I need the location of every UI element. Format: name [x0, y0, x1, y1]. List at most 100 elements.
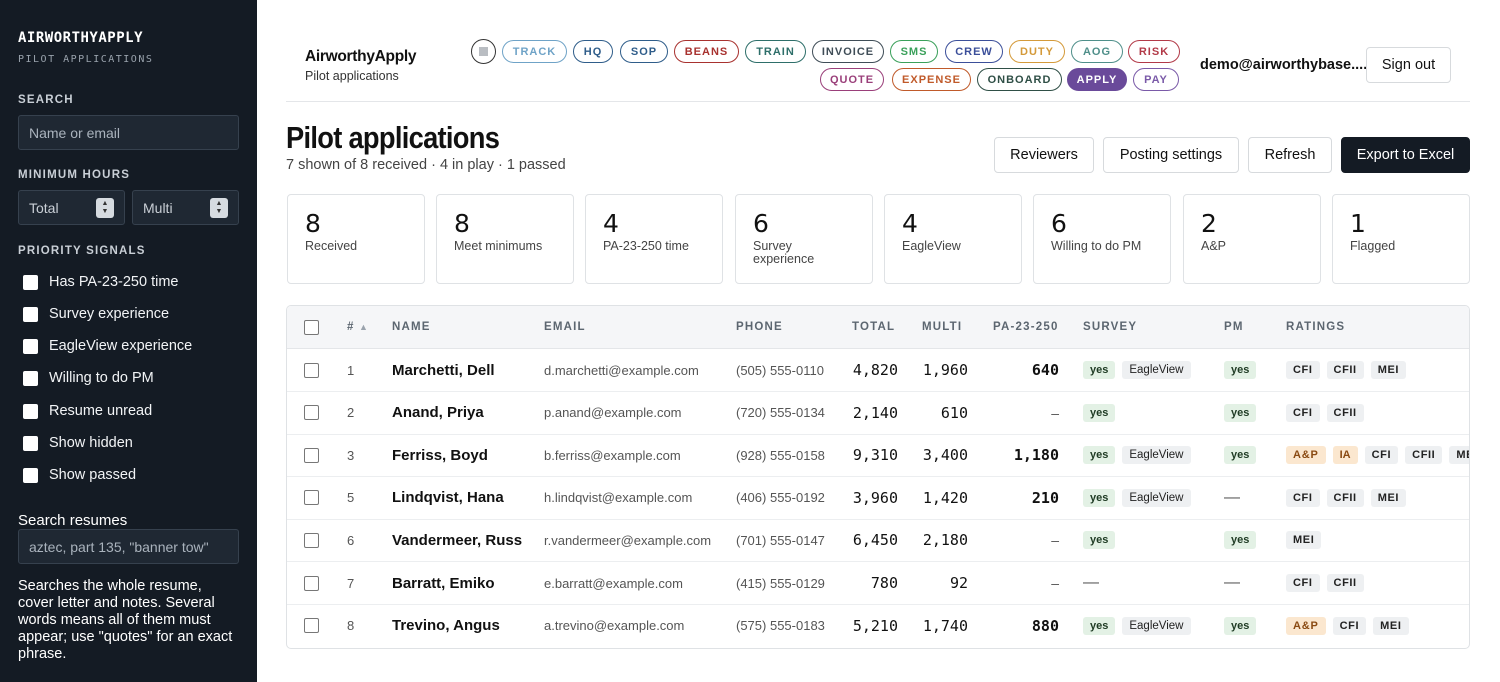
app-pill-expense[interactable]: EXPENSE	[892, 68, 971, 91]
col-survey[interactable]: SURVEY	[1083, 321, 1138, 333]
pm-none: —	[1224, 488, 1240, 506]
applicant-email[interactable]: e.barratt@example.com	[544, 575, 683, 591]
row-checkbox[interactable]	[304, 562, 319, 604]
stat-value: 1	[1350, 209, 1366, 238]
col-name[interactable]: NAME	[392, 321, 431, 333]
app-pill-risk[interactable]: RISK	[1128, 40, 1180, 63]
table-row[interactable]: 1 Marchetti, Dell d.marchetti@example.com (…	[287, 349, 1469, 392]
search-input[interactable]	[18, 115, 239, 150]
row-checkbox[interactable]	[304, 519, 319, 561]
checkbox[interactable]	[23, 338, 38, 354]
applicant-name[interactable]: Lindqvist, Hana	[392, 489, 504, 507]
row-checkbox[interactable]	[304, 477, 319, 519]
table-row[interactable]: 7 Barratt, Emiko e.barratt@example.com (415…	[287, 562, 1469, 605]
applicant-name[interactable]: Anand, Priya	[392, 404, 484, 422]
row-number: 7	[347, 575, 355, 591]
app-pill-train[interactable]: TRAIN	[745, 40, 806, 63]
stat-value: 4	[902, 209, 918, 238]
stepper-icon[interactable]: ▲ ▼	[96, 197, 114, 218]
rating-badge: MEI	[1373, 616, 1409, 635]
select-all-checkbox[interactable]	[304, 306, 319, 348]
checkbox[interactable]	[23, 403, 38, 419]
app-pill-track[interactable]: TRACK	[502, 40, 567, 63]
applicant-name[interactable]: Trevino, Angus	[392, 617, 500, 635]
applicant-email[interactable]: b.ferriss@example.com	[544, 447, 681, 463]
table-row[interactable]: 8 Trevino, Angus a.trevino@example.com (575…	[287, 605, 1469, 648]
applicant-email[interactable]: a.trevino@example.com	[544, 618, 685, 634]
applicant-name[interactable]: Ferriss, Boyd	[392, 446, 488, 464]
col-email[interactable]: EMAIL	[544, 321, 586, 333]
col-phone[interactable]: PHONE	[736, 321, 783, 333]
reviewers-button[interactable]: Reviewers	[994, 137, 1094, 173]
multi-hours-input[interactable]: Multi ▲ ▼	[132, 190, 239, 225]
app-pill-aog[interactable]: AOG	[1071, 40, 1123, 63]
checkbox[interactable]	[23, 274, 38, 290]
page-subtitle: 7 shown of 8 received · 4 in play · 1 pa…	[286, 157, 566, 173]
table-row[interactable]: 6 Vandermeer, Russ r.vandermeer@example.co…	[287, 519, 1469, 563]
checkbox[interactable]	[23, 306, 38, 322]
checkbox[interactable]	[23, 370, 38, 386]
signal-unread-checkbox[interactable]: Resume unread	[23, 403, 152, 419]
row-checkbox[interactable]	[304, 605, 319, 647]
total-hours-input[interactable]: Total ▲ ▼	[18, 190, 125, 225]
sign-out-button[interactable]: Sign out	[1366, 47, 1451, 83]
multi-hours: 1,420	[922, 488, 968, 507]
show-passed-checkbox[interactable]: Show passed	[23, 467, 136, 483]
ratings-cell: A&P CFI MEI	[1286, 605, 1416, 647]
col-pa23[interactable]: PA-23-250	[993, 321, 1059, 333]
top-header: AirworthyApply Pilot applications TRACK H…	[286, 0, 1470, 102]
checkbox[interactable]	[23, 467, 38, 483]
applicant-name[interactable]: Vandermeer, Russ	[392, 531, 523, 549]
survey-cell: —	[1083, 562, 1099, 604]
applicant-email[interactable]: h.lindqvist@example.com	[544, 490, 693, 506]
signal-survey-checkbox[interactable]: Survey experience	[23, 306, 169, 322]
survey-cell: yes EagleView	[1083, 477, 1198, 519]
col-total[interactable]: TOTAL	[852, 321, 896, 333]
survey-yes-badge: yes	[1083, 446, 1116, 465]
stat-label: Received	[305, 239, 358, 253]
applicant-name[interactable]: Marchetti, Dell	[392, 361, 495, 379]
app-pill-sop[interactable]: SOP	[620, 40, 668, 63]
checkbox[interactable]	[23, 435, 38, 451]
applicant-phone: (415) 555-0129	[736, 575, 825, 591]
resume-search-input[interactable]	[18, 529, 239, 564]
app-pill-onboard[interactable]: ONBOARD	[977, 68, 1062, 91]
stat-label: EagleView	[902, 239, 961, 253]
show-hidden-checkbox[interactable]: Show hidden	[23, 435, 133, 451]
table-row[interactable]: 3 Ferriss, Boyd b.ferriss@example.com (928)…	[287, 434, 1469, 478]
rating-badge: CFII	[1326, 574, 1364, 592]
refresh-button[interactable]: Refresh	[1248, 137, 1332, 173]
table-row[interactable]: 5 Lindqvist, Hana h.lindqvist@example.com (…	[287, 477, 1469, 520]
app-pill-invoice[interactable]: INVOICE	[812, 40, 884, 63]
app-pill-sms[interactable]: SMS	[890, 40, 938, 63]
signal-pa23-checkbox[interactable]: Has PA-23-250 time	[23, 274, 178, 290]
row-checkbox[interactable]	[304, 392, 319, 434]
posting-settings-button[interactable]: Posting settings	[1103, 137, 1239, 173]
total-hours: 6,450	[852, 531, 898, 550]
stop-icon[interactable]	[471, 39, 496, 64]
signal-pm-checkbox[interactable]: Willing to do PM	[23, 370, 154, 386]
export-excel-button[interactable]: Export to Excel	[1341, 137, 1470, 173]
signal-eagleview-checkbox[interactable]: EagleView experience	[23, 338, 192, 354]
app-pill-apply[interactable]: APPLY	[1067, 68, 1127, 91]
col-pm[interactable]: PM	[1224, 321, 1244, 333]
applicant-email[interactable]: d.marchetti@example.com	[544, 362, 699, 378]
col-ratings[interactable]: RATINGS	[1286, 321, 1346, 333]
app-pill-duty[interactable]: DUTY	[1009, 40, 1065, 63]
app-pill-hq[interactable]: HQ	[573, 40, 613, 63]
app-pill-crew[interactable]: CREW	[945, 40, 1003, 63]
survey-yes-badge: yes	[1083, 403, 1116, 422]
row-checkbox[interactable]	[304, 434, 319, 476]
table-row[interactable]: 2 Anand, Priya p.anand@example.com (720) 55…	[287, 392, 1469, 435]
stepper-icon[interactable]: ▲ ▼	[210, 197, 228, 218]
col-num[interactable]: # ▲	[347, 321, 369, 333]
row-checkbox[interactable]	[304, 349, 319, 391]
app-pill-beans[interactable]: BEANS	[674, 40, 739, 63]
applicant-name[interactable]: Barratt, Emiko	[392, 574, 495, 592]
applicant-email[interactable]: p.anand@example.com	[544, 405, 682, 421]
user-email: demo@airworthybase....	[1200, 57, 1368, 73]
app-pill-pay[interactable]: PAY	[1133, 68, 1179, 91]
app-pill-quote[interactable]: QUOTE	[820, 68, 884, 91]
applicant-email[interactable]: r.vandermeer@example.com	[544, 532, 712, 548]
col-multi[interactable]: MULTI	[922, 321, 963, 333]
